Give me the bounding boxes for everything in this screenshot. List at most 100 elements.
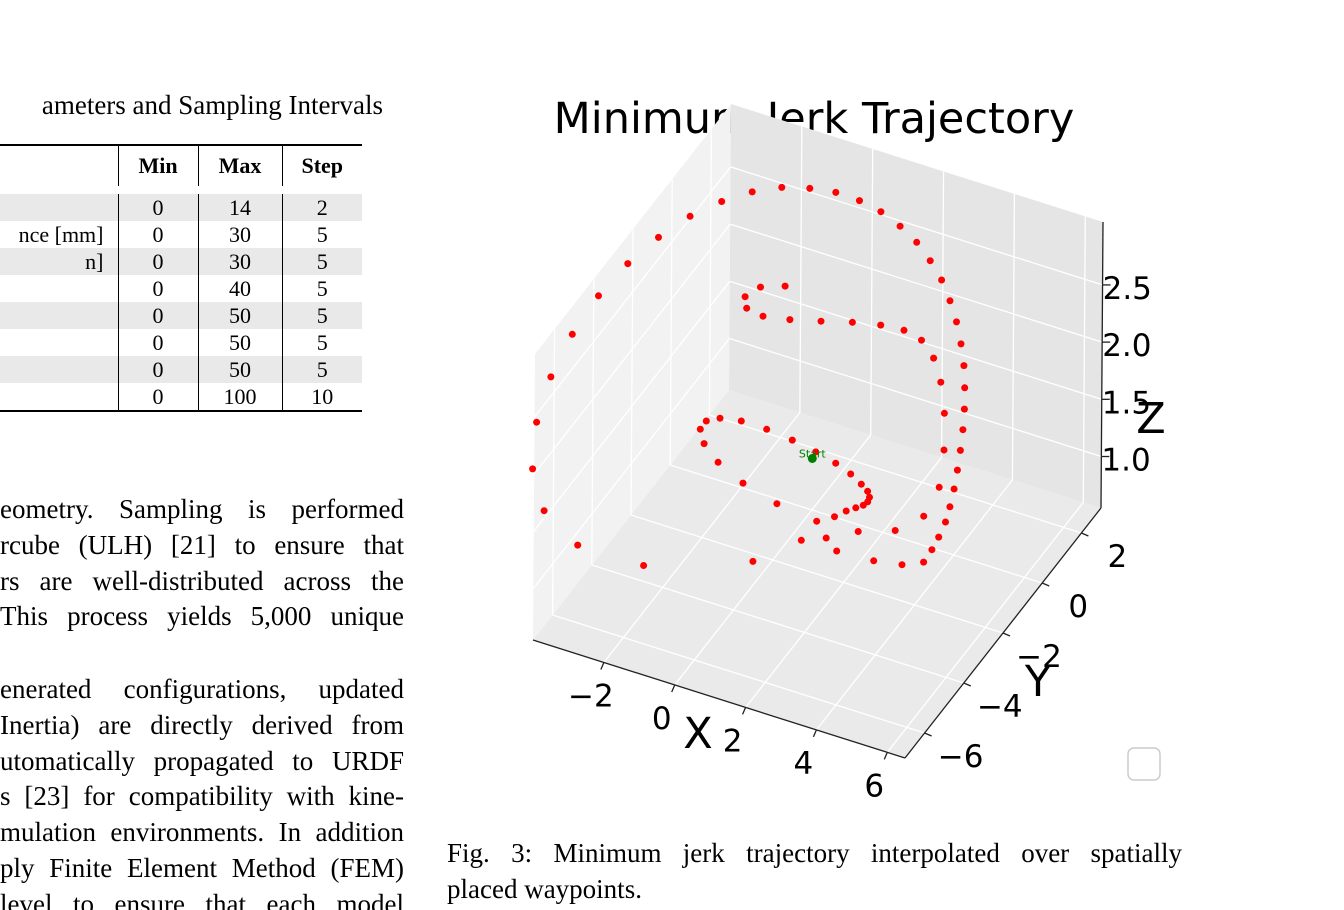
trajectory-point [913, 238, 921, 246]
gridline [940, 171, 945, 458]
table-row: n] 0 30 5 [0, 248, 362, 275]
gridline [591, 278, 595, 566]
y-tick-mark [1081, 532, 1089, 537]
trajectory-point [773, 500, 781, 508]
trajectory-point [920, 512, 928, 520]
gridline [708, 128, 713, 416]
trajectory-point [778, 183, 786, 191]
y-tick-label: 0 [1068, 589, 1088, 625]
trajectory-point [655, 233, 662, 241]
x-tick-label: −2 [568, 679, 614, 715]
gridline [533, 223, 731, 475]
cell-step: 5 [281, 275, 362, 302]
x-tick-label: 2 [723, 723, 743, 759]
cell-step: 2 [281, 186, 362, 221]
y-axis-label: Y [1024, 657, 1052, 707]
z-tick-label: 2.0 [1102, 328, 1151, 364]
trajectory-point [842, 507, 850, 515]
header-step: Step [281, 145, 362, 190]
z-axis-label: Z [1136, 394, 1165, 444]
trajectory-point [696, 425, 704, 433]
trajectory-point [822, 534, 830, 542]
x-tick-label: 4 [794, 746, 814, 782]
gridline [709, 414, 1082, 534]
trajectory-point [960, 362, 968, 370]
table-row: 0 14 2 [0, 186, 362, 221]
cell-min: 0 [117, 329, 198, 356]
trajectory-point [956, 446, 964, 454]
trajectory-point [935, 533, 943, 541]
trajectory-point [847, 470, 855, 478]
gridline [729, 223, 1103, 343]
trajectory-point [781, 282, 789, 290]
gridline [552, 614, 925, 734]
cell-min: 0 [117, 383, 198, 411]
cell-parameter [0, 275, 118, 302]
table-caption: ameters and Sampling Intervals [41, 90, 383, 120]
x-tick-label: 6 [864, 768, 884, 804]
text-line: mulation environments. In addition [0, 817, 404, 848]
trajectory-point [757, 283, 764, 291]
cell-parameter [0, 302, 118, 329]
gridline [870, 148, 874, 435]
trajectory-point [748, 188, 756, 196]
cell-min: 0 [117, 356, 198, 383]
z-axis-line [1100, 221, 1104, 509]
trajectory-point [926, 257, 934, 265]
trajectory-point [848, 318, 856, 326]
table-row: 0 50 5 [0, 302, 362, 329]
trajectory-point [817, 317, 825, 325]
trajectory-point [870, 557, 878, 565]
trajectory-point [831, 513, 838, 521]
cell-parameter [0, 186, 118, 221]
gridline [532, 338, 730, 589]
trajectory-point [937, 378, 945, 386]
cell-min: 0 [117, 221, 198, 248]
z-tick-label: 1.0 [1101, 443, 1150, 479]
trajectory-point [529, 465, 537, 473]
cell-max: 50 [197, 302, 282, 329]
trajectory-point [540, 507, 548, 515]
text-line: ply Finite Element Method (FEM) [0, 852, 404, 883]
x-tick-mark [671, 684, 676, 693]
trajectory-point [743, 304, 751, 312]
trajectory-point [763, 425, 771, 433]
z-tick-label: 2.5 [1103, 271, 1152, 307]
gridline [799, 126, 803, 413]
gridline [670, 464, 1043, 584]
text-line: utomatically propagated to URDF [0, 745, 404, 776]
cell-parameter: n] [0, 248, 118, 275]
trajectory-point [739, 479, 747, 487]
trajectory-point [813, 517, 821, 525]
trajectory-point [935, 483, 943, 491]
back-wall-pane [729, 104, 1103, 508]
trajectory-point [946, 297, 954, 305]
text-line: s [23] for compatibility with kine- [0, 781, 404, 812]
trajectory-point [718, 198, 726, 205]
trajectory-point [702, 417, 710, 425]
body-paragraph-1: eometry. Sampling is performed rcube (UL… [0, 492, 404, 635]
trajectory-point [957, 340, 965, 348]
trajectory-point [533, 418, 541, 426]
cell-min: 0 [117, 275, 198, 302]
trajectory-3d-chart: Minimum Jerk Trajectory −20246−6−4−2021.… [529, 94, 1166, 804]
table-row: 0 100 10 [0, 383, 362, 411]
trajectory-point [920, 558, 928, 566]
trajectory-point [595, 292, 602, 300]
trajectory-point [797, 536, 805, 544]
x-axis-label: X [683, 709, 712, 759]
cell-parameter [0, 329, 118, 356]
cell-min: 0 [117, 186, 198, 221]
trajectory-point [856, 197, 863, 205]
trajectory-point [812, 448, 820, 456]
trajectory-point [866, 493, 873, 501]
trajectory-point [832, 188, 840, 196]
y-tick-mark [924, 732, 932, 737]
text-line: rs are well-distributed across the [0, 565, 404, 596]
trajectory-point [749, 557, 757, 565]
cell-step: 5 [281, 302, 362, 329]
header-min: Min [117, 145, 198, 190]
trajectory-point [877, 321, 885, 329]
gridline [1011, 193, 1016, 480]
gridline [591, 564, 964, 684]
